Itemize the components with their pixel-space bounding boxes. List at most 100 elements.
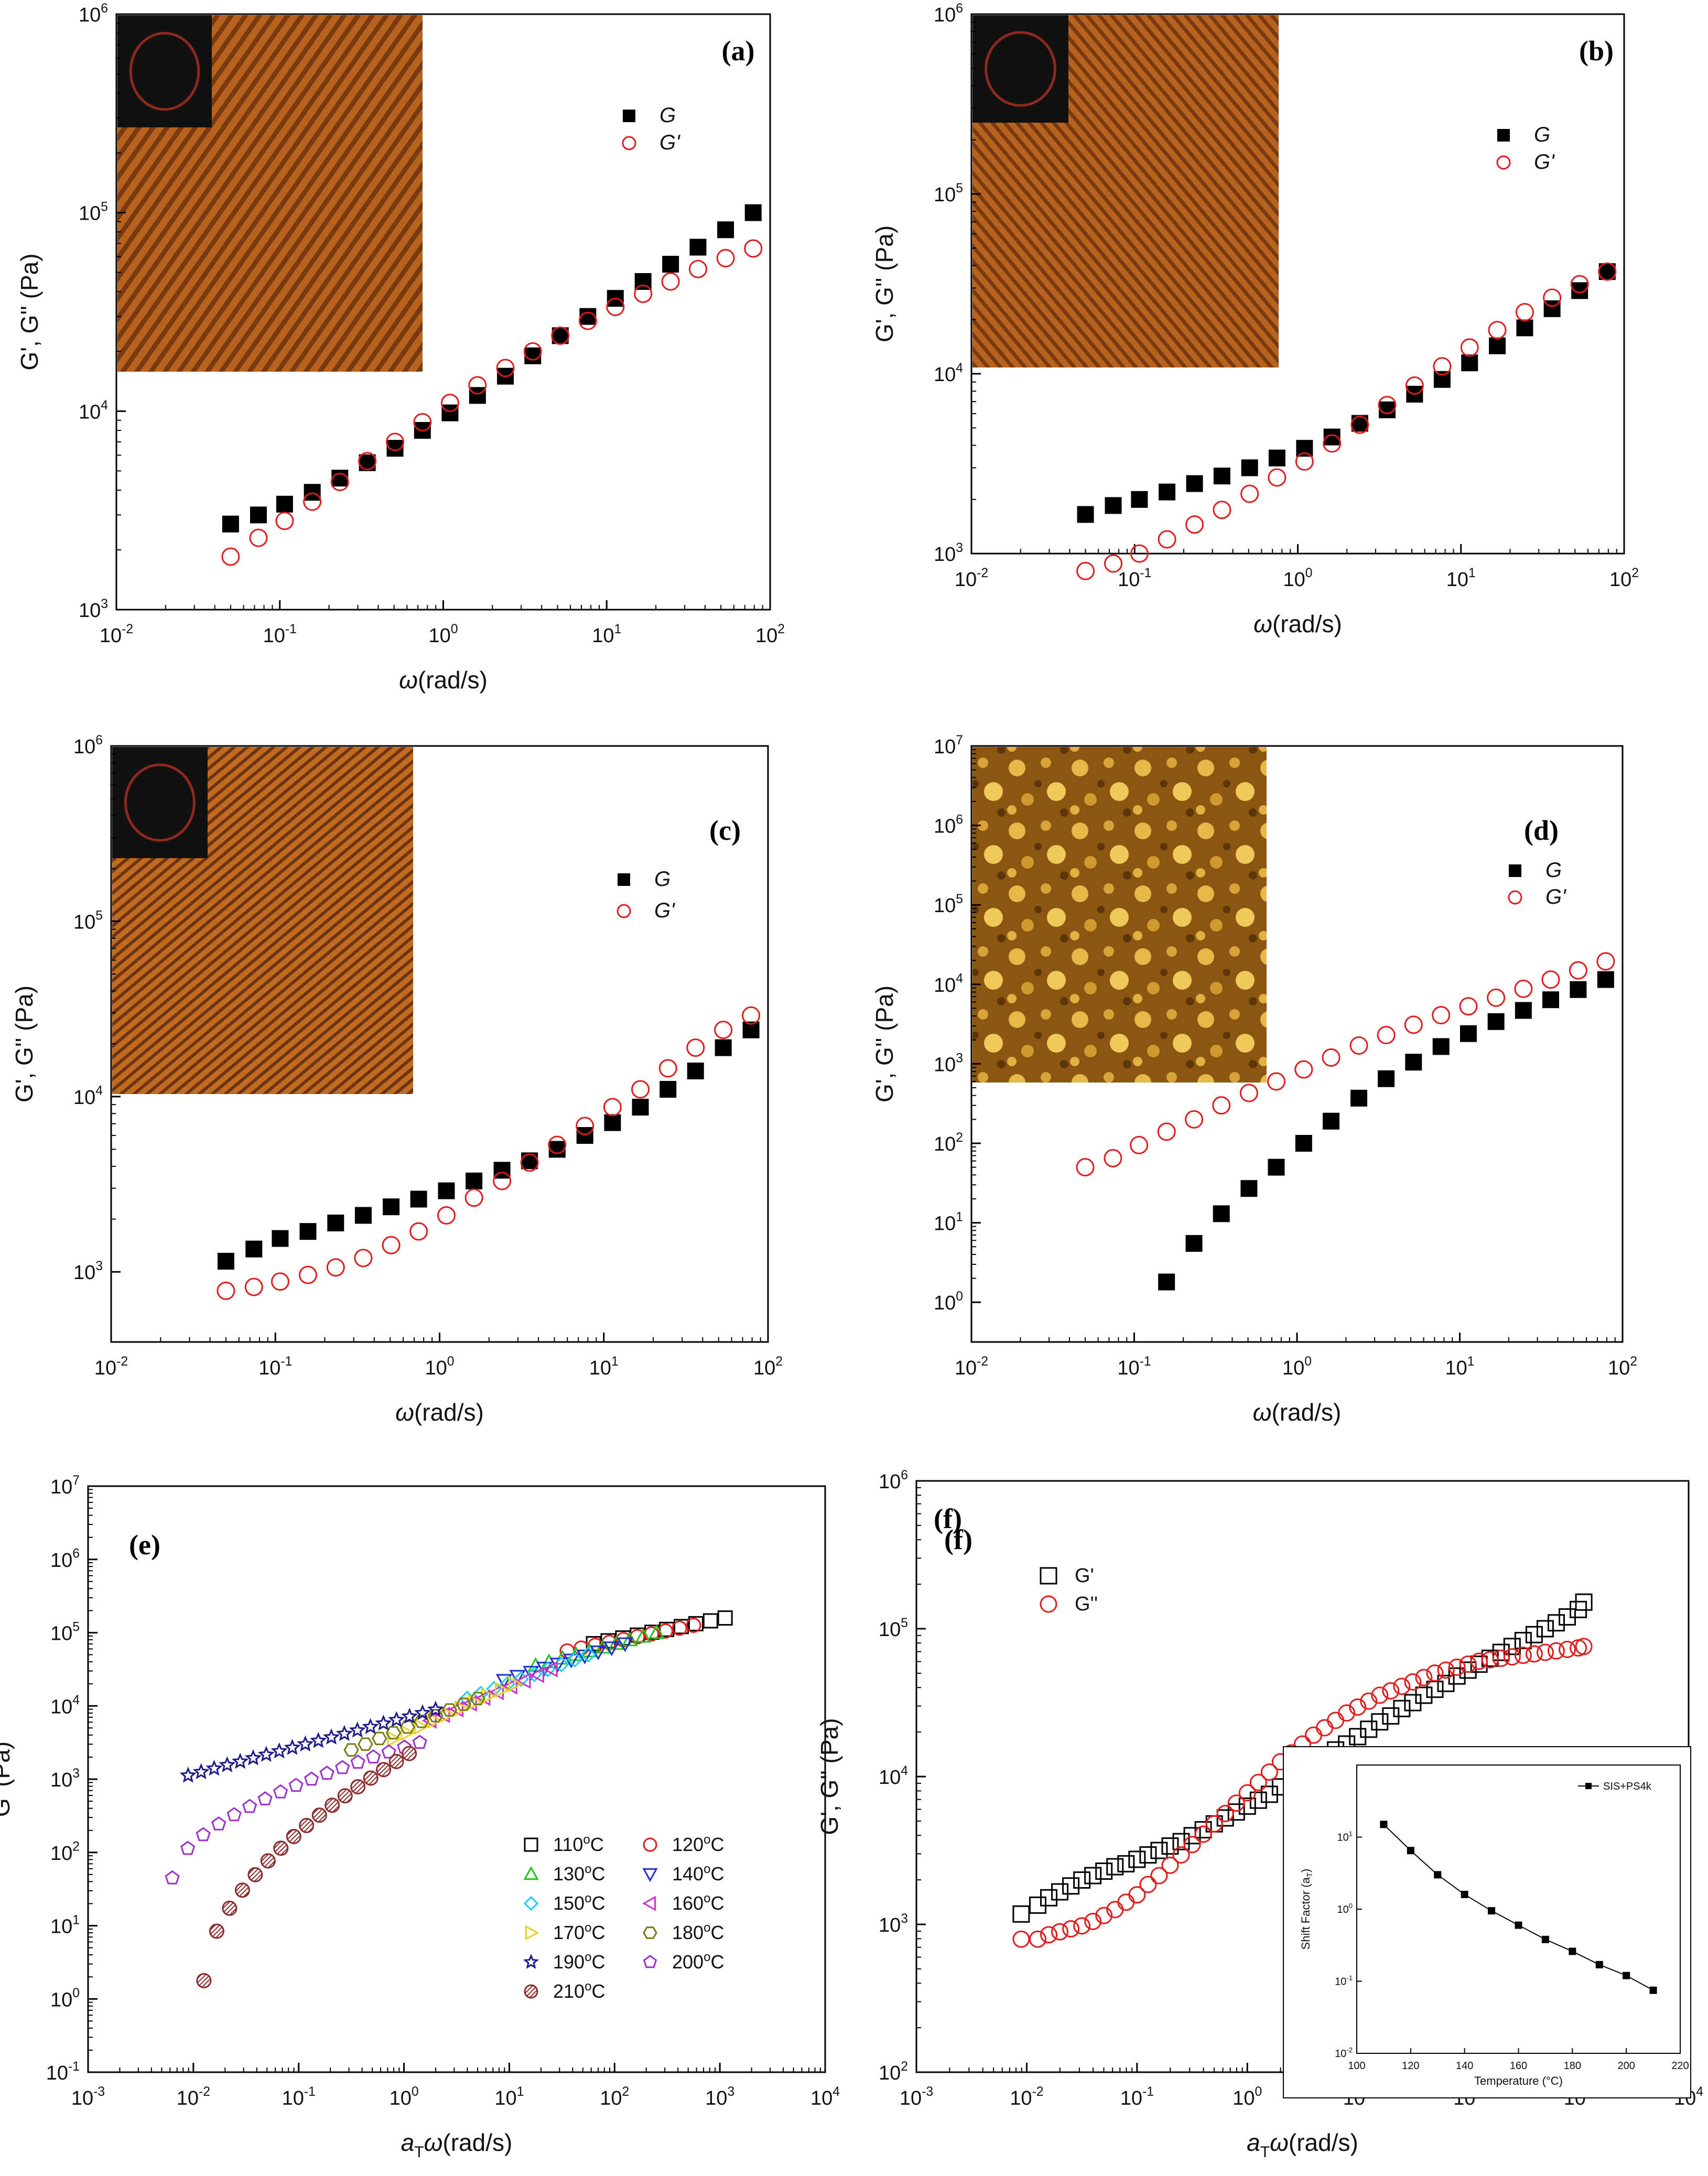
y-tick-label: 103 (73, 1259, 103, 1284)
data-point (1470, 1652, 1488, 1670)
legend-marker (617, 904, 631, 918)
data-point (606, 298, 625, 317)
data-point (469, 387, 486, 404)
inset-x-tick-label: 180 (1564, 2060, 1581, 2072)
data-point (1240, 484, 1259, 503)
data-point (1062, 1920, 1080, 1937)
data-point (1128, 1850, 1146, 1868)
inset-x-label: Temperature (°C) (1474, 2074, 1563, 2087)
inset-y-tick-label: 10-1 (1335, 1974, 1353, 1988)
data-point (539, 1661, 556, 1677)
data-point (687, 1062, 704, 1079)
data-point (621, 1631, 638, 1647)
data-point (327, 1215, 344, 1232)
legend-label: G (1534, 123, 1550, 146)
data-point (579, 308, 597, 325)
legend-marker (523, 1896, 539, 1911)
data-point (520, 1153, 539, 1172)
panel-d: 10-2 10-1 100 101 102 100 101 102 103 104 105 106 10… (871, 733, 1637, 1426)
data-point (242, 1799, 257, 1813)
data-point (1227, 1794, 1245, 1812)
y-tick-label: 102 (879, 2060, 908, 2084)
data-point (192, 1763, 210, 1780)
data-point (1216, 1805, 1234, 1822)
data-point (714, 1021, 733, 1040)
data-point (603, 1098, 622, 1117)
data-point (234, 1882, 250, 1898)
legend-marker (524, 1837, 538, 1852)
data-point (1241, 459, 1258, 477)
y-tick-label: 105 (934, 181, 963, 206)
data-point (412, 1735, 427, 1749)
data-point (1062, 1877, 1080, 1895)
data-point (631, 1080, 650, 1099)
y-axis-label: G', G'' (Pa) (10, 986, 38, 1102)
y-tick-label: 104 (934, 361, 963, 386)
data-point (1073, 1871, 1091, 1889)
data-point (509, 1670, 526, 1685)
data-point (299, 1223, 317, 1240)
x-tick-label: 10-1 (1120, 2085, 1154, 2109)
legend-marker (523, 1954, 539, 1969)
inset-data-point (1569, 1947, 1576, 1955)
legend-label: 190oC (553, 1950, 605, 1973)
data-point (551, 326, 570, 345)
data-point (1172, 1846, 1190, 1864)
data-point (1131, 491, 1148, 508)
data-point (226, 1807, 242, 1822)
data-point (363, 1770, 379, 1786)
data-point (1515, 303, 1534, 322)
data-point (1360, 1692, 1378, 1710)
legend-label: G' (1545, 885, 1566, 908)
inset-data-point (1649, 1986, 1657, 1994)
data-point (1598, 262, 1617, 281)
data-point (1448, 1667, 1466, 1685)
legend-marker (525, 1925, 539, 1941)
data-point (358, 1737, 373, 1751)
data-point (1459, 1661, 1477, 1679)
data-point (1547, 1614, 1565, 1632)
data-point (441, 404, 459, 421)
data-point (206, 1759, 223, 1776)
data-point (276, 495, 293, 513)
data-point (382, 1236, 401, 1254)
y-tick-label: 103 (50, 1767, 80, 1791)
x-tick-label: 100 (428, 622, 458, 647)
data-point (1183, 1827, 1201, 1845)
data-point (462, 1695, 477, 1712)
data-point (179, 1767, 197, 1783)
data-point (481, 1688, 496, 1705)
data-point (660, 1080, 677, 1098)
data-point (634, 285, 653, 304)
y-axis-label: G', G'' (Pa) (871, 986, 898, 1102)
data-point (1378, 396, 1397, 415)
x-tick-label: 100 (1233, 2085, 1262, 2109)
data-point (1378, 401, 1396, 418)
y-tick-label: 107 (50, 1474, 80, 1498)
data-point (744, 204, 762, 221)
data-point (196, 1973, 212, 1988)
panel-e: 10-3 10-2 10-1 100 101 102 103 104 10-1 100 101 102… (0, 1474, 840, 2161)
x-tick-label: 10-1 (1117, 1355, 1151, 1379)
x-axis-label: aTω(rad/s) (401, 2129, 513, 2161)
data-point (1157, 1122, 1176, 1141)
data-point (1139, 1846, 1157, 1864)
data-point (247, 1867, 263, 1882)
inset-data-point (1488, 1907, 1496, 1915)
data-point (524, 347, 542, 364)
data-point (1405, 1054, 1422, 1071)
y-tick-label: 106 (879, 1468, 908, 1493)
data-point (1095, 1862, 1113, 1880)
data-point (1489, 337, 1506, 354)
data-point (1487, 988, 1506, 1007)
inset-legend-marker (1585, 1783, 1592, 1789)
data-point (375, 1714, 392, 1731)
data-point (686, 1038, 705, 1057)
legend-label: 140oC (672, 1862, 724, 1885)
data-point (1432, 1006, 1451, 1025)
panel-label: (f) (944, 1524, 972, 1555)
data-point (715, 1039, 732, 1056)
data-point (1104, 1149, 1122, 1167)
data-point (1547, 1642, 1565, 1660)
